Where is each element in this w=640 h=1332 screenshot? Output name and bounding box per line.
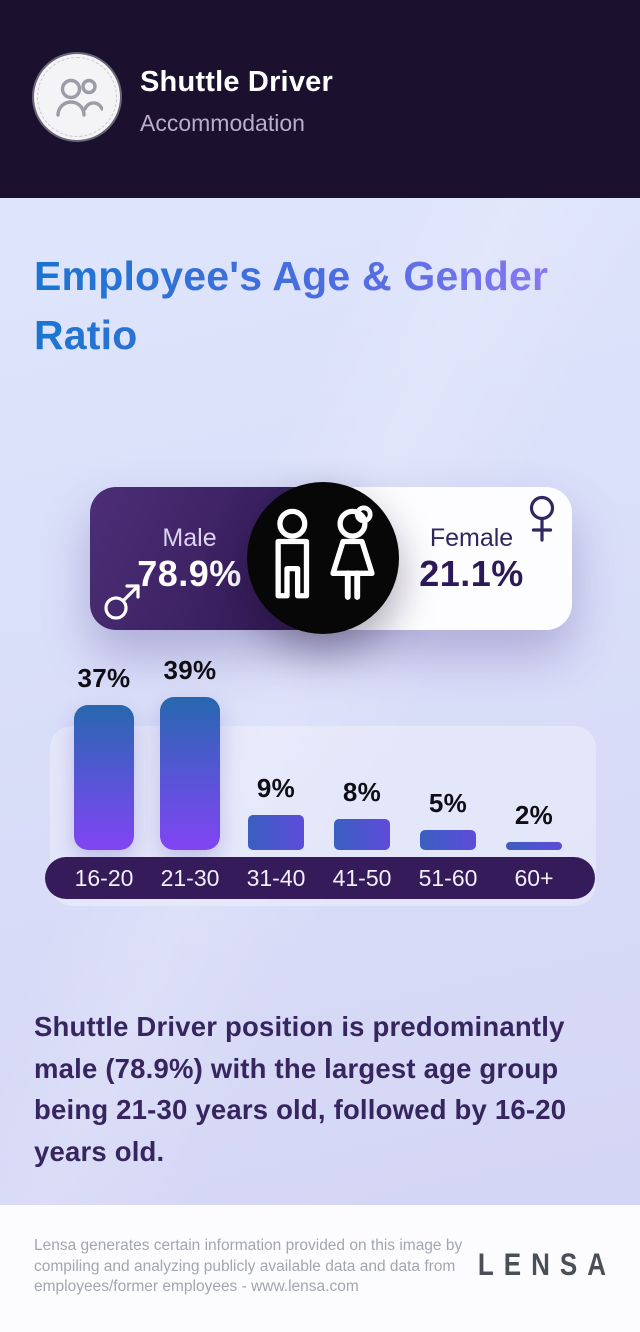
male-label: Male [162,523,217,552]
age-bar-chart: 37% 39% 9% 8% 5% 2% [61,648,577,850]
bar-value-label: 2% [514,800,554,830]
bar [506,842,562,850]
x-axis-labels: 16-20 21-30 31-40 41-50 51-60 60+ [61,857,577,899]
female-venus-symbol-icon [529,495,555,542]
disclaimer-text: Lensa generates certain information prov… [34,1237,463,1295]
man-and-woman-restroom-icon [275,505,375,600]
axis-label-16-20: 16-20 [74,864,134,891]
bar [248,814,304,850]
avatar-dashed-ring [37,57,117,137]
bar [160,697,220,850]
avatar [34,54,120,140]
bar-column-51-60: 5% [405,648,491,850]
female-label: Female [429,523,514,552]
axis-label-60+: 60+ [514,864,554,891]
bar-value-label: 5% [428,788,468,819]
lensa-logo: LENSA [477,1245,616,1283]
bar-column-60+: 2% [491,648,577,850]
bar-column-21-30: 39% [147,648,233,850]
job-title: Shuttle Driver [140,66,333,98]
bar-column-16-20: 37% [61,648,147,850]
bar-column-31-40: 9% [233,648,319,850]
bar-value-label: 39% [163,655,217,686]
axis-label-41-50: 41-50 [332,864,392,891]
bar-column-41-50: 8% [319,648,405,850]
bar [420,830,476,850]
bar-value-label: 8% [342,776,382,807]
header: Shuttle Driver Accommodation [0,0,640,198]
footer: Lensa generates certain information prov… [0,1205,640,1332]
page-title-line2: Ratio [34,312,138,358]
male-mars-symbol-icon [104,584,140,620]
axis-label-51-60: 51-60 [418,864,478,891]
axis-label-31-40: 31-40 [246,864,306,891]
bar [74,704,134,850]
female-percentage: 21.1% [419,552,524,594]
job-category: Accommodation [140,110,305,136]
bar-value-label: 37% [77,662,131,693]
summary-text: Shuttle Driver position is predominantly… [34,1011,567,1167]
gender-icons-badge [247,482,399,634]
axis-label-21-30: 21-30 [160,864,220,891]
x-axis-pill: 16-20 21-30 31-40 41-50 51-60 60+ [45,857,595,899]
page-title-line1: Employee's Age & Gender [34,253,549,299]
bar-value-label: 9% [256,772,296,803]
male-percentage: 78.9% [137,552,242,594]
page-title: Employee's Age & Gender Ratio [34,247,614,365]
bar [334,818,390,850]
male-panel: Male 78.9% [90,487,331,630]
